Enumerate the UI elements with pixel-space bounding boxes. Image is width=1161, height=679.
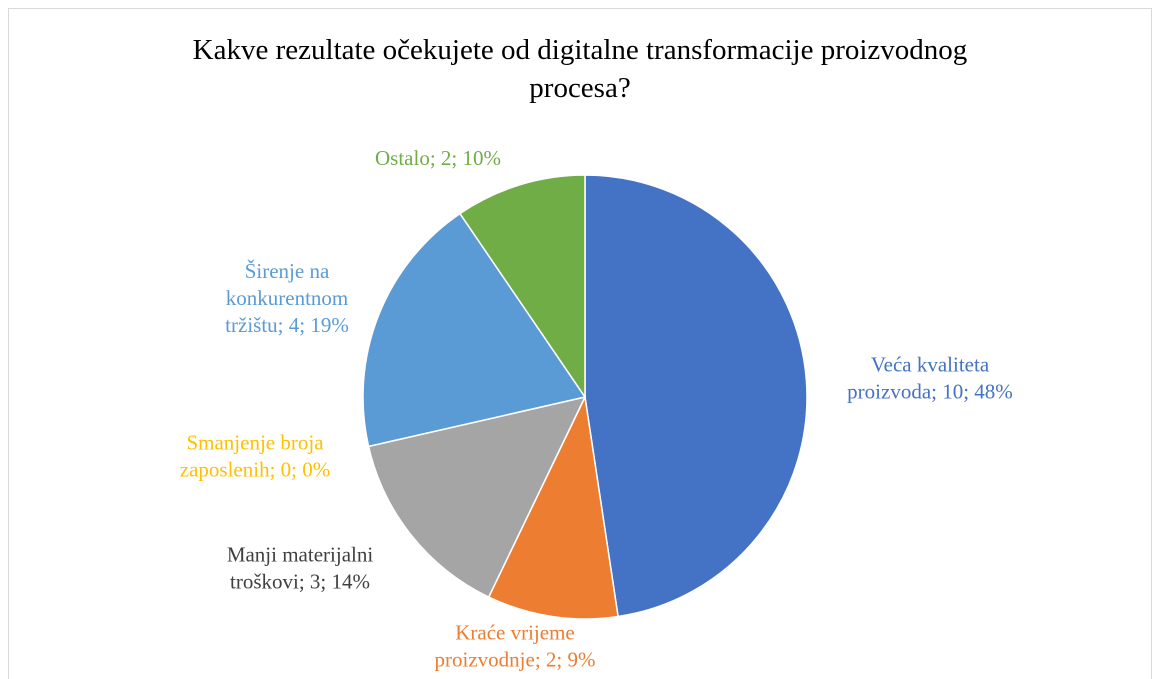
chart-frame xyxy=(8,8,1152,679)
pie-slice xyxy=(367,395,587,599)
pie-slice xyxy=(487,394,619,620)
data-label: Širenje na konkurentnom tržištu; 4; 19% xyxy=(225,259,349,337)
data-label: Veća kvaliteta proizvoda; 10; 48% xyxy=(847,352,1013,403)
data-label: Ostalo; 2; 10% xyxy=(375,146,501,170)
chart-title: Kakve rezultate očekujete od digitalne t… xyxy=(193,34,968,104)
data-label: Manji materijalni troškovi; 3; 14% xyxy=(227,542,374,593)
data-label: Kraće vrijeme proizvodnje; 2; 9% xyxy=(435,620,596,671)
data-label: Smanjenje broja zaposlenih; 0; 0% xyxy=(180,430,330,481)
pie-slice xyxy=(458,174,586,400)
pie-slice xyxy=(362,212,587,448)
pie-slice xyxy=(584,174,808,618)
